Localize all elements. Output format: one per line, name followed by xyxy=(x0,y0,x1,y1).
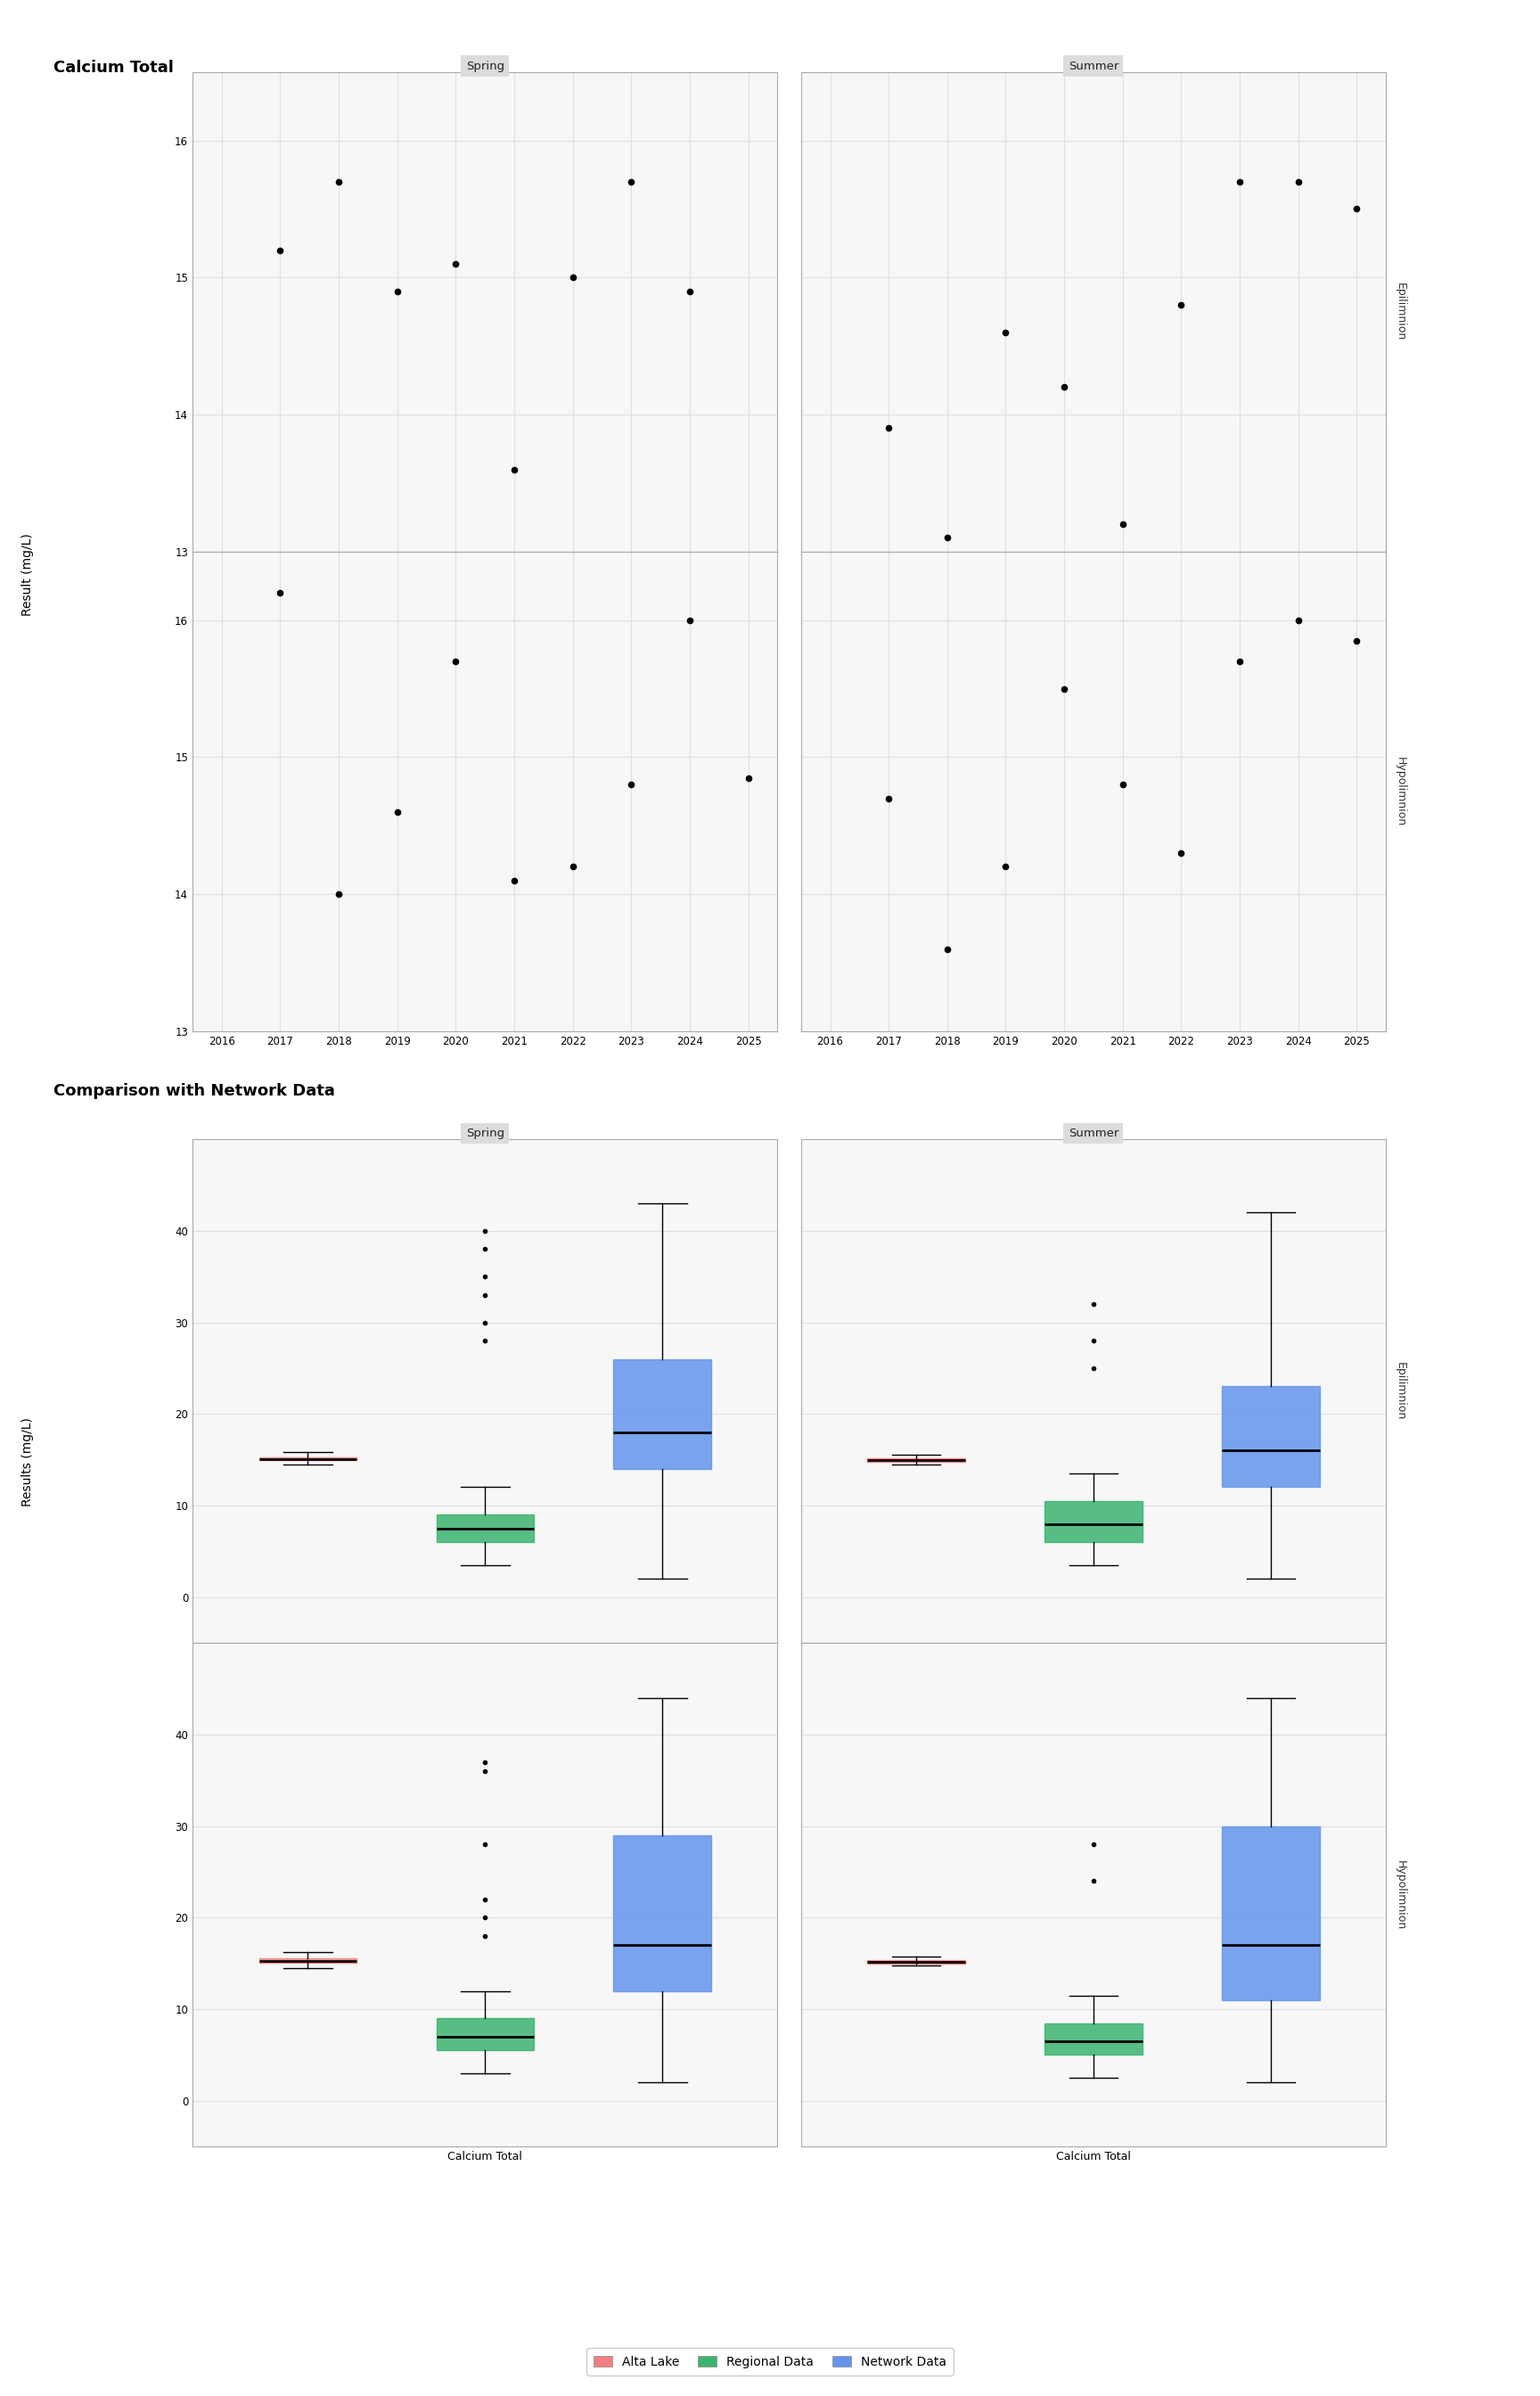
Legend: Alta Lake, Regional Data, Network Data: Alta Lake, Regional Data, Network Data xyxy=(587,2348,953,2374)
Title: Spring: Spring xyxy=(465,60,504,72)
Point xyxy=(561,259,585,297)
Point xyxy=(935,930,959,968)
PathPatch shape xyxy=(259,1457,356,1459)
Point xyxy=(1169,834,1193,872)
Point xyxy=(619,163,644,201)
Title: Summer: Summer xyxy=(1069,60,1118,72)
Point xyxy=(1344,189,1369,228)
Text: Epilimnion: Epilimnion xyxy=(1395,1361,1406,1421)
Point xyxy=(736,760,761,798)
PathPatch shape xyxy=(436,1514,534,1543)
PathPatch shape xyxy=(1223,1387,1320,1488)
Text: Result (mg/L): Result (mg/L) xyxy=(22,534,34,616)
Point xyxy=(385,793,410,831)
Point xyxy=(502,860,527,898)
Point xyxy=(1227,163,1252,201)
Point xyxy=(561,848,585,887)
PathPatch shape xyxy=(1044,1500,1143,1543)
Text: Comparison with Network Data: Comparison with Network Data xyxy=(54,1083,336,1100)
Point xyxy=(1227,642,1252,680)
Text: Calcium Total: Calcium Total xyxy=(54,60,174,77)
PathPatch shape xyxy=(259,1958,356,1962)
Point xyxy=(678,273,702,311)
PathPatch shape xyxy=(613,1359,711,1469)
Point xyxy=(326,163,351,201)
Text: Epilimnion: Epilimnion xyxy=(1395,283,1406,340)
Point xyxy=(1052,369,1076,407)
Point xyxy=(1110,506,1135,544)
Point xyxy=(619,764,644,803)
Point xyxy=(1169,285,1193,323)
Point xyxy=(326,875,351,913)
Point xyxy=(876,779,901,817)
PathPatch shape xyxy=(436,2017,534,2051)
Point xyxy=(993,314,1018,352)
Text: Hypolimnion: Hypolimnion xyxy=(1395,757,1406,827)
Title: Summer: Summer xyxy=(1069,1129,1118,1138)
PathPatch shape xyxy=(1044,2022,1143,2056)
Point xyxy=(385,273,410,311)
Point xyxy=(268,230,293,268)
Point xyxy=(993,848,1018,887)
PathPatch shape xyxy=(867,1960,966,1962)
Text: Results (mg/L): Results (mg/L) xyxy=(22,1416,34,1507)
PathPatch shape xyxy=(1223,1826,1320,2001)
Point xyxy=(935,518,959,556)
Point xyxy=(678,601,702,640)
Title: Spring: Spring xyxy=(465,1129,504,1138)
PathPatch shape xyxy=(867,1457,966,1462)
Point xyxy=(1286,601,1311,640)
Point xyxy=(1286,163,1311,201)
Point xyxy=(1344,621,1369,659)
Point xyxy=(502,450,527,489)
Point xyxy=(444,244,468,283)
Point xyxy=(1110,764,1135,803)
Point xyxy=(1052,668,1076,707)
Point xyxy=(268,573,293,611)
Point xyxy=(876,410,901,448)
PathPatch shape xyxy=(613,1835,711,1991)
Text: Hypolimnion: Hypolimnion xyxy=(1395,1859,1406,1929)
Point xyxy=(444,642,468,680)
